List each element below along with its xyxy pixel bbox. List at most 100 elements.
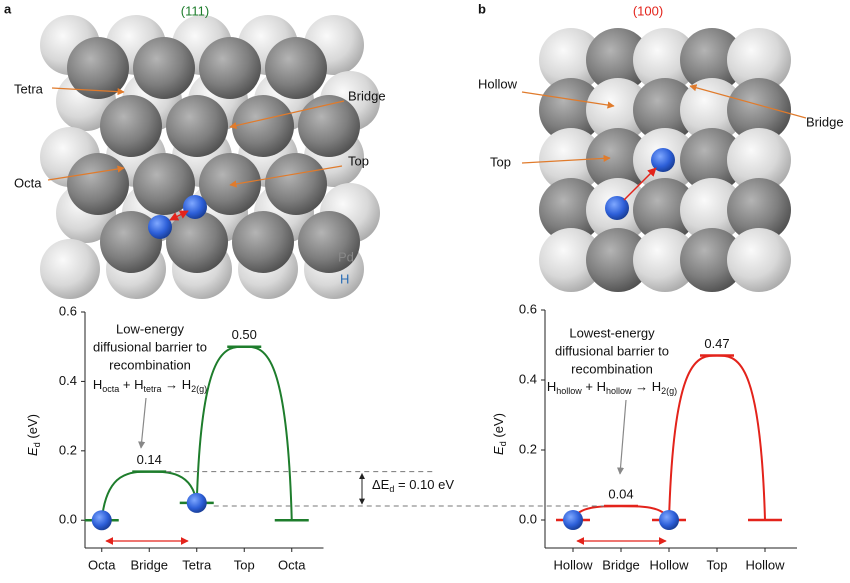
atom <box>539 78 603 142</box>
x-tick-label: Bridge <box>602 557 640 572</box>
x-tick-label: Bridge <box>130 557 168 572</box>
text-part: E <box>491 446 506 455</box>
annotation-line: diffusional barrier to <box>93 339 207 354</box>
text-part: + H <box>119 377 143 392</box>
x-tick-label: Hollow <box>649 557 689 572</box>
atom <box>680 28 744 92</box>
atom <box>133 37 195 99</box>
annotation-line: Lowest-energy <box>569 325 655 340</box>
hydrogen-atom <box>651 148 675 172</box>
y-tick-label: 0.0 <box>519 511 537 526</box>
pointer-arrow <box>616 399 627 475</box>
x-tick-label: Octa <box>88 557 116 572</box>
atom <box>586 128 650 192</box>
hydrogen-atom <box>148 215 172 239</box>
atom <box>680 128 744 192</box>
atom <box>633 228 697 292</box>
subscript: d <box>32 442 42 447</box>
site-label: Top <box>490 154 511 169</box>
atom <box>539 178 603 242</box>
text-part: → H <box>162 377 192 392</box>
x-tick-label: Hollow <box>745 557 785 572</box>
atom <box>67 153 129 215</box>
value-label: 0.50 <box>232 327 257 342</box>
pointer-arrow <box>229 165 343 188</box>
site-label: Octa <box>14 175 42 190</box>
atom <box>586 28 650 92</box>
y-tick-label: 0.4 <box>59 373 77 388</box>
atom <box>166 211 228 273</box>
legend-pd: Pd <box>338 249 354 264</box>
atom <box>633 78 697 142</box>
text-part: H <box>547 379 556 394</box>
atom <box>539 28 603 92</box>
subscript: d <box>389 484 394 494</box>
text-part: ΔE <box>372 477 390 492</box>
atom <box>680 178 744 242</box>
atom <box>166 95 228 157</box>
atom <box>265 37 327 99</box>
annotation-line: Low-energy <box>116 321 184 336</box>
text-part: (eV) <box>491 413 506 441</box>
subscript: d <box>498 441 508 446</box>
y-tick-label: 0.2 <box>519 441 537 456</box>
pointer-arrow <box>521 154 611 164</box>
value-label: 0.47 <box>704 336 729 351</box>
y-tick-label: 0.6 <box>519 301 537 316</box>
pointer-arrow <box>521 91 615 109</box>
atom <box>67 37 129 99</box>
y-tick-label: 0.4 <box>519 371 537 386</box>
subscript: 2(g) <box>191 384 207 394</box>
panel-letter: a <box>4 1 12 16</box>
facet-label: (111) <box>181 3 209 18</box>
value-label: 0.04 <box>608 486 633 501</box>
atom <box>680 228 744 292</box>
site-labels <box>47 84 807 188</box>
atom <box>100 211 162 273</box>
hydrogen-atom <box>659 510 679 530</box>
text-part: (eV) <box>25 414 40 442</box>
annotation-b: Lowest-energy diffusional barrier to rec… <box>547 325 677 475</box>
hydrogen-atom <box>91 510 112 531</box>
site-label: Hollow <box>478 76 518 91</box>
text-part: → H <box>632 379 662 394</box>
atom <box>633 28 697 92</box>
site-label: Bridge <box>348 88 386 103</box>
formula: Hhollow + Hhollow → H2(g) <box>547 379 677 396</box>
pointer-arrow <box>229 100 345 130</box>
y-axis-label: Ed (eV) <box>491 413 508 455</box>
panel-letter: b <box>478 1 486 16</box>
x-tick-label: Hollow <box>553 557 593 572</box>
text-part: H <box>93 377 102 392</box>
subscript: 2(g) <box>661 386 677 396</box>
hydrogen-atom <box>183 195 207 219</box>
delta-label: ΔEd = 0.10 eV <box>372 477 454 494</box>
formula: Hocta + Htetra → H2(g) <box>93 377 207 394</box>
hydrogen-atom <box>186 492 207 513</box>
x-tick-label: Octa <box>278 557 306 572</box>
subscript: octa <box>102 384 119 394</box>
x-tick-label: Top <box>707 557 728 572</box>
atom <box>727 178 791 242</box>
atom <box>199 37 261 99</box>
text-part: + H <box>582 379 606 394</box>
atom <box>298 95 360 157</box>
atom <box>265 153 327 215</box>
annotation-line: diffusional barrier to <box>555 343 669 358</box>
atom <box>232 211 294 273</box>
y-tick-label: 0.6 <box>59 303 77 318</box>
value-label: 0.14 <box>137 452 162 467</box>
text-part: = 0.10 eV <box>394 477 454 492</box>
annotation-line: recombination <box>109 357 191 372</box>
subscript: tetra <box>143 384 161 394</box>
atom <box>633 178 697 242</box>
atom <box>727 228 791 292</box>
atom <box>100 95 162 157</box>
hydrogen-atom <box>563 510 583 530</box>
atom <box>680 78 744 142</box>
atom <box>298 211 360 273</box>
pointer-arrow <box>138 397 147 449</box>
atom <box>133 153 195 215</box>
hydrogen-atom <box>605 196 629 220</box>
